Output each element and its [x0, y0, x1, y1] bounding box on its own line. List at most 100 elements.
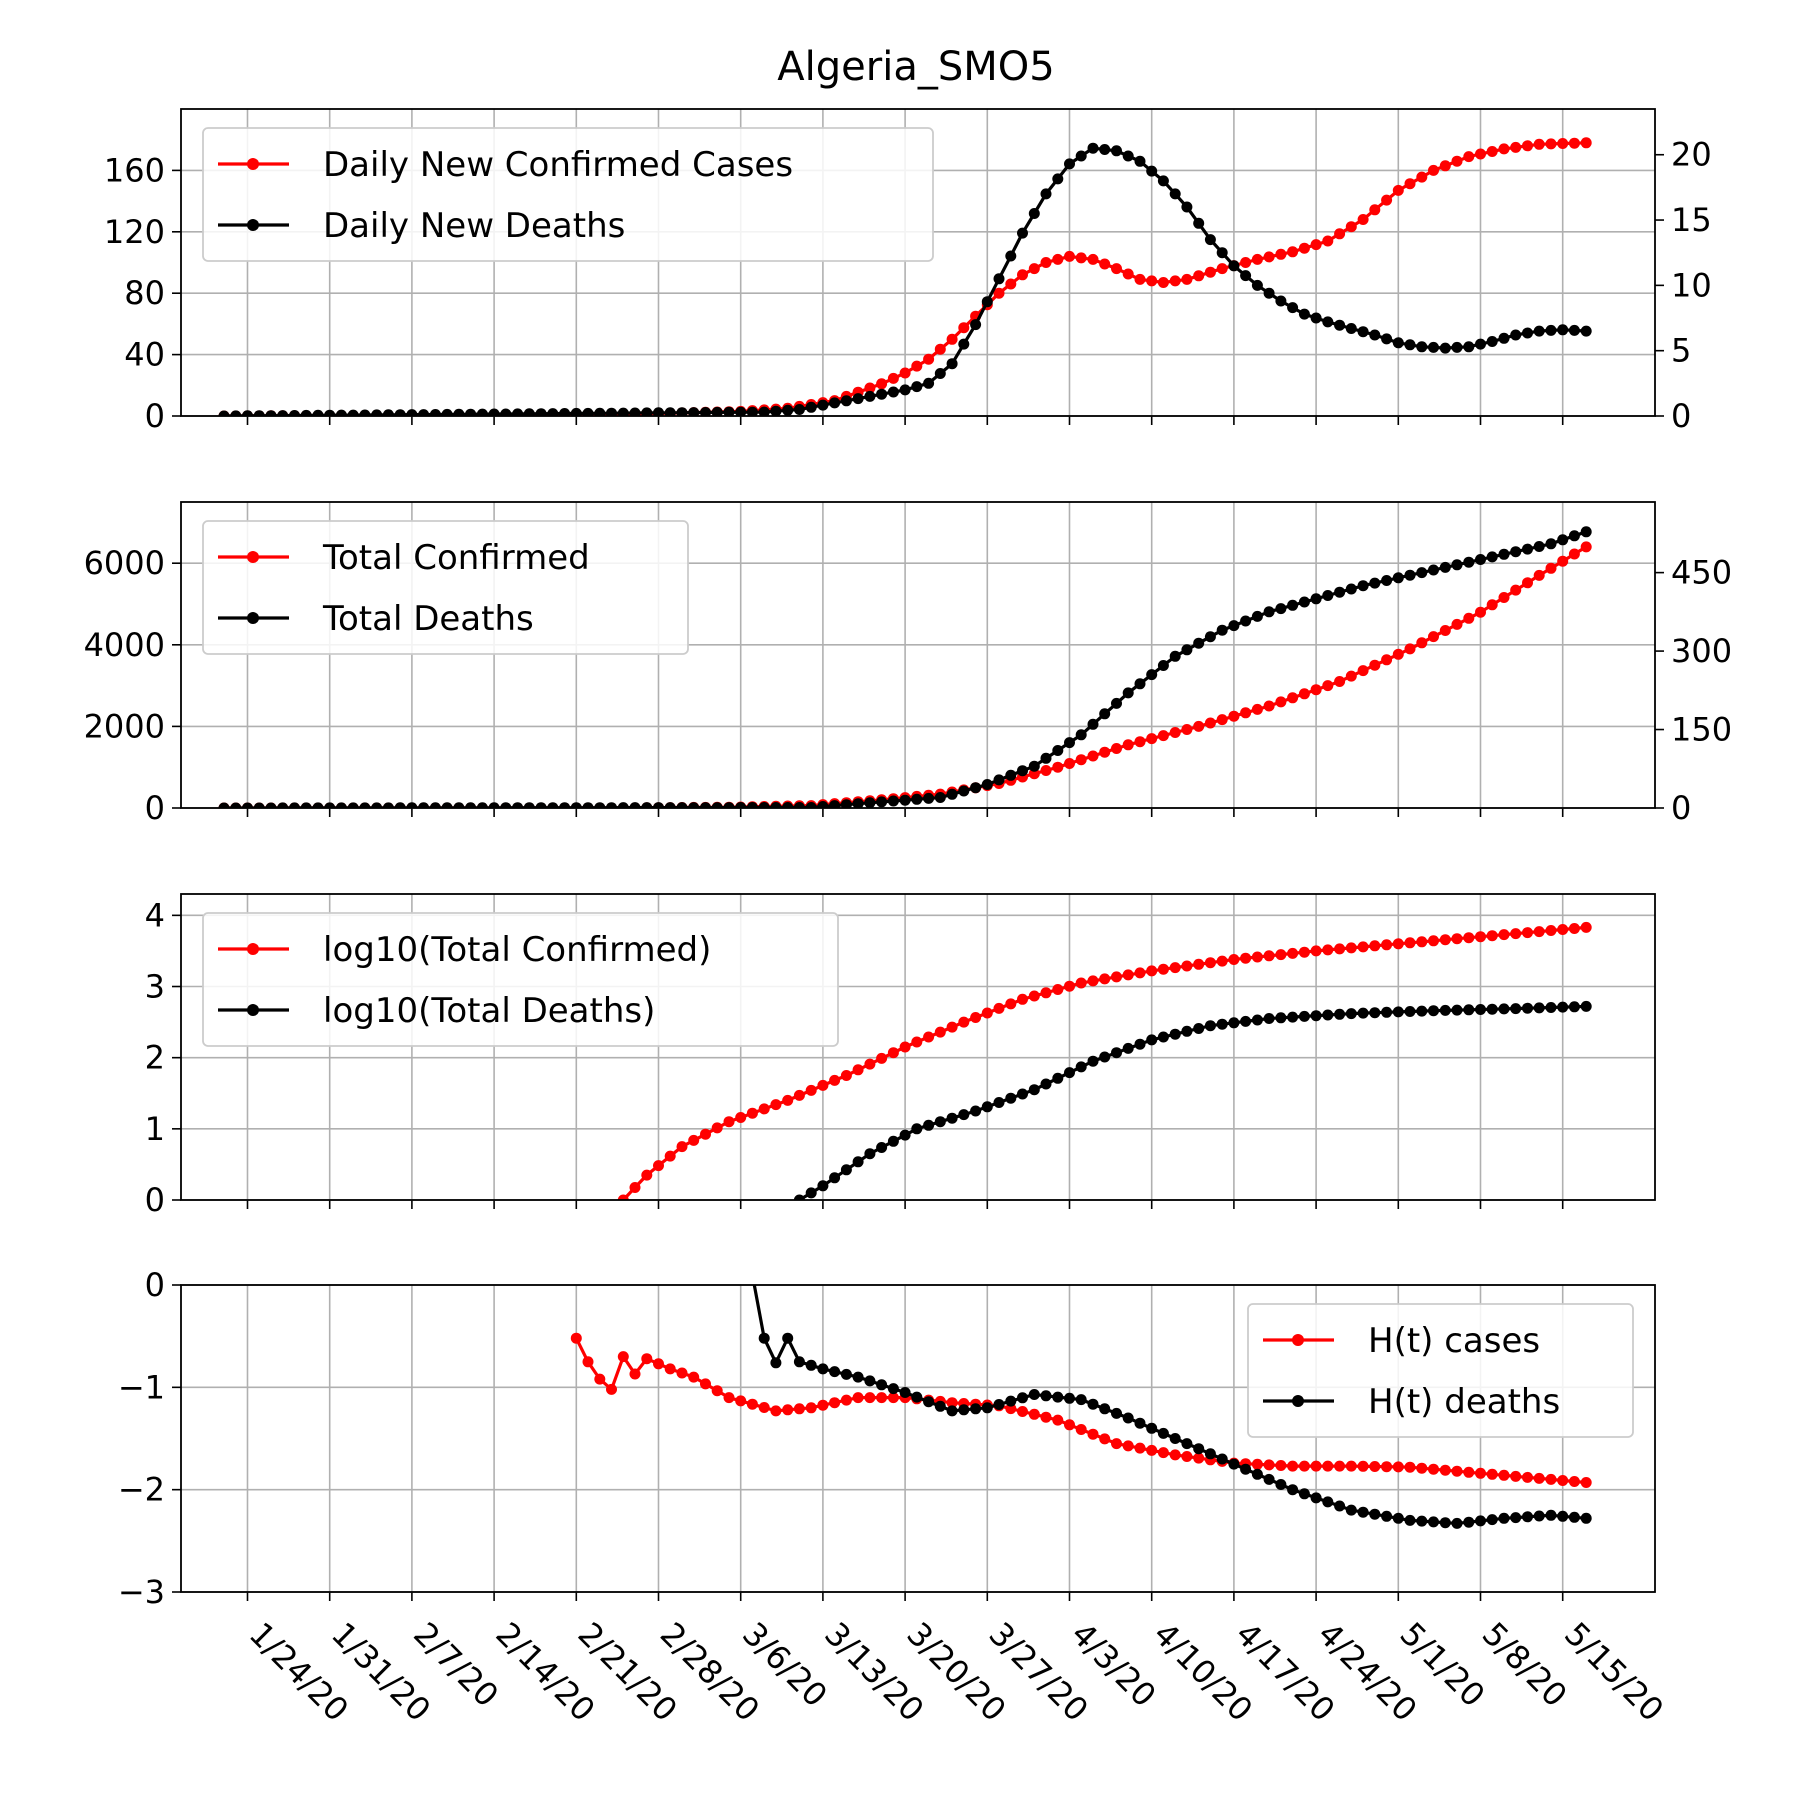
data-point — [653, 1358, 664, 1370]
data-point — [1075, 729, 1087, 741]
data-point — [1193, 1023, 1205, 1034]
data-point — [1322, 1496, 1334, 1508]
data-point — [1451, 618, 1463, 630]
data-point — [829, 397, 841, 409]
data-point — [1146, 965, 1158, 977]
legend-marker — [247, 219, 259, 231]
data-point — [1005, 278, 1017, 290]
y-tick-label: 160 — [104, 151, 165, 189]
data-point — [1322, 316, 1334, 328]
data-point — [277, 802, 289, 808]
data-point — [1522, 327, 1533, 339]
data-point — [512, 802, 524, 808]
data-point — [1451, 341, 1463, 353]
data-point — [864, 1058, 876, 1070]
data-point — [1216, 263, 1228, 275]
legend: Daily New Confirmed Cases Daily New Death… — [202, 127, 934, 262]
data-point — [958, 785, 970, 797]
data-point — [1310, 312, 1322, 324]
data-point — [1028, 760, 1040, 772]
data-point — [1439, 1004, 1451, 1016]
data-point — [1181, 724, 1193, 735]
data-point — [1568, 1476, 1580, 1487]
legend: H(t) cases H(t) deaths — [1247, 1303, 1634, 1438]
data-point — [1287, 246, 1299, 258]
data-point — [735, 1112, 747, 1123]
data-point — [1146, 275, 1158, 287]
data-point — [817, 1399, 829, 1411]
data-point — [1263, 606, 1275, 618]
data-point — [1404, 1461, 1416, 1473]
data-point — [852, 798, 864, 808]
data-point — [1287, 1484, 1299, 1496]
data-point — [324, 802, 336, 808]
data-point — [876, 796, 888, 808]
data-point — [1428, 564, 1439, 576]
data-point — [242, 802, 253, 808]
data-point — [1157, 963, 1169, 975]
data-point — [1005, 1395, 1017, 1407]
data-point — [1064, 980, 1075, 992]
data-point — [1428, 341, 1439, 353]
data-point — [1404, 1006, 1416, 1017]
data-point — [746, 802, 758, 808]
data-point — [1392, 1512, 1404, 1524]
data-point — [1134, 273, 1146, 285]
data-point — [970, 319, 982, 331]
data-point — [265, 410, 277, 416]
data-point — [876, 388, 888, 400]
data-point — [1463, 341, 1475, 353]
y2-tick-label: 20 — [1671, 136, 1712, 174]
data-point — [1005, 998, 1017, 1010]
data-point — [899, 1129, 911, 1141]
data-point — [1087, 1428, 1099, 1440]
data-point — [1298, 946, 1310, 958]
data-point — [1052, 984, 1064, 995]
y-tick-label: −1 — [118, 1368, 165, 1406]
y-tick-label: 80 — [124, 274, 165, 312]
data-point — [700, 1378, 711, 1390]
data-point — [629, 1182, 641, 1193]
data-point — [1533, 541, 1545, 552]
data-point — [746, 406, 758, 416]
data-point — [793, 1194, 805, 1200]
data-point — [1369, 659, 1381, 671]
data-point — [735, 1395, 747, 1407]
data-point — [958, 322, 970, 334]
data-point — [641, 1353, 653, 1365]
data-point — [1580, 137, 1592, 149]
data-point — [1157, 660, 1169, 671]
data-point — [582, 1356, 594, 1368]
data-point — [1052, 761, 1064, 773]
data-point — [852, 1392, 864, 1404]
data-point — [1181, 201, 1193, 213]
data-point — [1146, 1034, 1158, 1046]
data-point — [735, 802, 747, 808]
y2-tick-label: 10 — [1671, 266, 1712, 304]
data-point — [1298, 1010, 1310, 1022]
data-point — [1369, 577, 1381, 589]
data-point — [887, 386, 899, 398]
data-point — [371, 802, 383, 808]
data-point — [1181, 273, 1193, 285]
data-point — [887, 795, 899, 807]
data-point — [993, 774, 1005, 786]
data-point — [793, 1356, 805, 1368]
data-point — [594, 802, 606, 808]
data-point — [1075, 754, 1087, 766]
data-point — [570, 1332, 582, 1344]
data-point — [864, 1392, 876, 1404]
data-point — [758, 1332, 770, 1344]
data-point — [1357, 326, 1369, 338]
data-point — [946, 1397, 958, 1409]
data-point — [1240, 270, 1252, 282]
data-point — [382, 409, 394, 416]
data-point — [1087, 750, 1099, 762]
data-point — [1498, 1003, 1510, 1015]
data-point — [1345, 1460, 1357, 1472]
data-point — [512, 408, 524, 416]
data-point — [1334, 943, 1346, 955]
data-point — [1580, 526, 1592, 538]
data-point — [1251, 610, 1263, 622]
data-point — [335, 409, 347, 416]
